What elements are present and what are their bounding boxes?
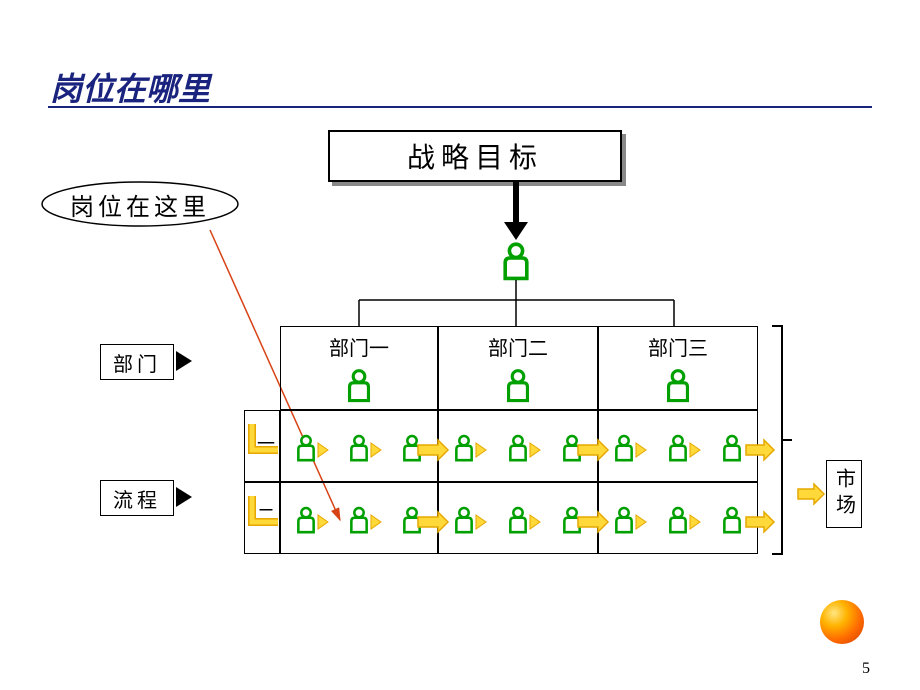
page-number: 5	[862, 660, 870, 678]
market-arrow-icon	[0, 0, 920, 690]
sphere-icon	[820, 600, 864, 644]
